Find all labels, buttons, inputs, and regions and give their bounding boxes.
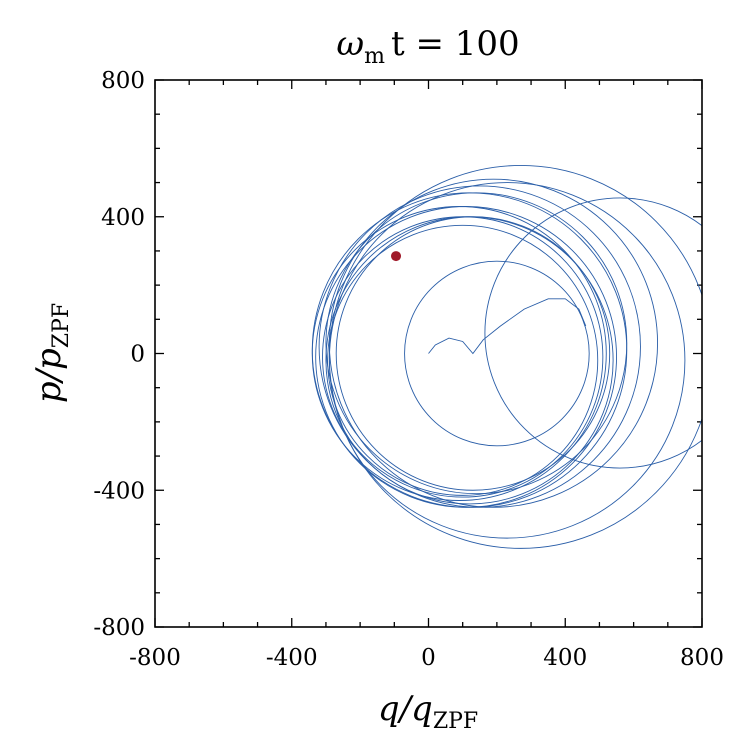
plot-frame: [154, 79, 703, 628]
current-state-marker: [391, 251, 402, 262]
trajectory-loop: [404, 260, 590, 447]
trajectory-group: [311, 165, 702, 549]
x-tick-label: -800: [129, 645, 181, 671]
y-tick-label: 400: [101, 205, 145, 231]
chart-title: ωm t = 100: [336, 24, 519, 69]
trajectory-loop: [327, 224, 599, 496]
y-tick-label: -800: [93, 615, 145, 641]
y-axis-label: p/pZPF: [29, 303, 74, 403]
x-tick-label: -400: [266, 645, 318, 671]
trajectory-loop: [335, 216, 611, 491]
trajectory-loop: [322, 216, 604, 498]
trajectory-loop: [311, 206, 607, 501]
x-tick-label: 0: [421, 645, 436, 671]
trajectory-loop: [328, 182, 686, 539]
y-tick-label: 800: [101, 68, 145, 94]
y-tick-label: -400: [93, 478, 145, 504]
trajectory-loop: [325, 192, 628, 495]
trajectory-loop: [328, 178, 659, 508]
x-tick-label: 400: [543, 645, 587, 671]
x-tick-label: 800: [680, 645, 724, 671]
trajectory-initial-segment: [428, 298, 587, 355]
x-axis-label: q/qZPF: [378, 689, 478, 734]
trajectory-loop: [484, 197, 702, 469]
y-tick-label: 0: [130, 342, 145, 368]
